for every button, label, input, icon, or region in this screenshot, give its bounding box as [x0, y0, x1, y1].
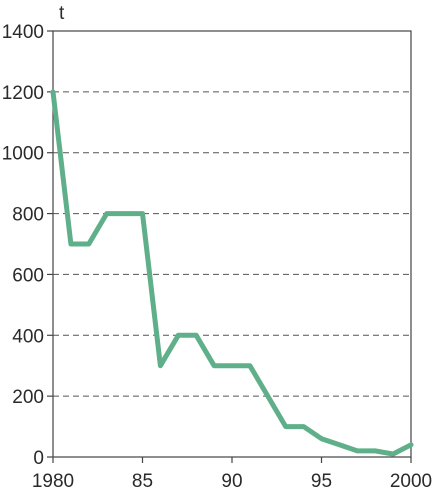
data-point-1986 — [158, 363, 163, 368]
data-point-1989 — [211, 363, 217, 368]
data-point-1983 — [104, 211, 109, 216]
tick-labels: 0 200 400 600 800 1000 1200 1400 1980 85 90 95 2000 — [2, 22, 432, 492]
y-tick-label: 1400 — [2, 22, 44, 43]
data-point-1993 — [283, 424, 288, 429]
data-point-1994 — [301, 424, 306, 429]
data-point-1984 — [122, 211, 127, 216]
data-point-2000 — [408, 442, 414, 447]
y-tick-label: 0 — [33, 448, 44, 469]
data-point-1988 — [194, 333, 199, 338]
y-tick-label: 600 — [12, 265, 44, 286]
data-point-1980 — [50, 89, 56, 95]
x-tick-label: 1980 — [32, 471, 74, 492]
data-point-1981 — [68, 241, 74, 247]
plot-frame — [52, 30, 412, 458]
data-point-1990 — [229, 363, 235, 368]
y-tick-label: 1000 — [2, 144, 44, 165]
axis-ticks — [47, 30, 412, 463]
data-point-1997 — [355, 448, 360, 454]
x-tick-label: 95 — [311, 471, 332, 492]
data-point-1982 — [86, 241, 92, 247]
x-tick-label: 90 — [221, 471, 242, 492]
data-point-1998 — [373, 448, 378, 454]
data-point-1992 — [265, 393, 270, 399]
y-axis-unit-label: t — [59, 3, 65, 24]
y-tick-label: 800 — [12, 205, 44, 226]
x-tick-label: 85 — [132, 471, 153, 492]
grid-lines — [53, 91, 411, 397]
y-tick-label: 400 — [12, 326, 44, 347]
data-point-1996 — [337, 442, 342, 447]
data-point-1999 — [390, 451, 396, 457]
series-layer — [50, 89, 414, 457]
series-line-0 — [50, 89, 414, 457]
data-point-1991 — [247, 363, 253, 368]
y-tick-label: 200 — [12, 387, 44, 408]
y-tick-label: 1200 — [2, 83, 44, 104]
data-point-1987 — [176, 333, 181, 338]
x-tick-label: 2000 — [390, 471, 432, 492]
data-point-1995 — [319, 436, 324, 441]
data-point-1985 — [140, 211, 145, 216]
